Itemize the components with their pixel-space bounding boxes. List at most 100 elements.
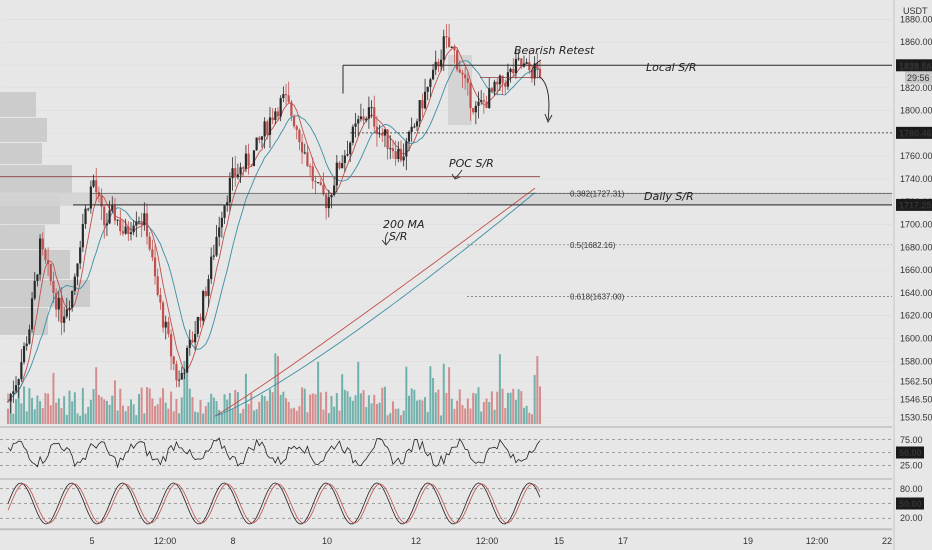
candle-body	[212, 255, 215, 257]
candle-body	[341, 162, 344, 169]
candle-body	[135, 221, 138, 226]
candle-body	[306, 152, 309, 167]
volume-bar	[124, 411, 127, 424]
candle-body	[129, 232, 133, 235]
volume-bar	[365, 407, 368, 424]
candle-body	[231, 168, 234, 179]
candle-body	[439, 59, 443, 67]
time-tick-label: 22	[882, 536, 892, 546]
volume-bar	[236, 392, 239, 424]
candle-body	[258, 137, 261, 140]
price-tick-label: 1546.50	[900, 394, 932, 404]
candle-body	[207, 279, 210, 296]
volume-bar	[432, 377, 435, 424]
volume-bar	[172, 411, 175, 424]
candle-body	[287, 95, 290, 102]
volume-bar	[28, 388, 31, 424]
volume-bar	[504, 408, 507, 424]
candle-body	[528, 62, 531, 71]
candle-body	[365, 118, 368, 121]
volume-bar	[268, 389, 271, 424]
volume-bar	[194, 411, 197, 424]
volume-bar	[111, 395, 114, 424]
volume-bar	[362, 390, 365, 424]
volume-bar	[461, 404, 464, 424]
volume-bar	[410, 388, 413, 424]
daily-sr-zone	[0, 192, 892, 206]
volume-bar	[164, 402, 167, 424]
candle-body	[127, 226, 130, 235]
candle-body	[244, 153, 248, 169]
candle-body	[472, 108, 475, 113]
candle-body	[81, 223, 84, 248]
volume-bar	[258, 401, 261, 424]
volume-bar	[57, 398, 60, 424]
volume-bar	[39, 401, 42, 424]
candle-body	[450, 47, 453, 49]
volume-bar	[493, 409, 496, 424]
volume-bar	[178, 413, 181, 424]
volume-bar	[357, 361, 360, 424]
volume-profile-bar	[0, 143, 42, 164]
volume-bar	[530, 414, 533, 424]
candle-body	[89, 186, 92, 209]
candle-body	[204, 291, 207, 296]
zones	[0, 176, 892, 206]
price-tick-label: 1860.00	[900, 37, 932, 47]
volume-bar	[309, 394, 312, 424]
volume-bar	[306, 412, 309, 424]
volume-bar	[402, 410, 405, 424]
volume-bar	[386, 415, 389, 424]
level-price-label: 1780.46	[899, 128, 932, 138]
candle-body	[12, 391, 15, 394]
annotations: Bearish Retest Local S/R POC S/R Daily S/R 2…	[381, 44, 697, 246]
candle-body	[458, 69, 461, 73]
time-axis[interactable]: 5 12:00 8 10 12 12:00 15 17 19 12:00 22	[0, 529, 892, 546]
stoch-rsi-panel	[0, 478, 892, 530]
candle-body	[389, 148, 392, 150]
candle-body	[335, 162, 338, 186]
candle-body	[252, 150, 256, 167]
candle-body	[180, 373, 183, 380]
price-tick-label: 1640.00	[900, 288, 932, 298]
volume-bar	[480, 411, 483, 424]
volume-bar	[266, 400, 269, 424]
candle-body	[490, 88, 493, 92]
candle-body	[191, 339, 194, 343]
bearish-projection-arrow	[538, 75, 553, 124]
volume-bars	[7, 353, 541, 424]
volume-profile-bar	[0, 308, 48, 335]
price-tick-label: 1620.00	[900, 311, 932, 321]
candle-body	[183, 372, 186, 374]
volume-bar	[92, 389, 95, 424]
volume-bar	[282, 391, 285, 424]
local-sr-label: Local S/R	[646, 61, 697, 74]
daily-sr-label: Daily S/R	[644, 190, 694, 203]
volume-bar	[373, 394, 376, 424]
time-tick-label: 8	[230, 536, 235, 546]
volume-bar	[218, 409, 221, 424]
price-axis[interactable]: 1880.001860.001840.001820.001800.001780.…	[893, 0, 932, 550]
volume-bar	[84, 413, 87, 424]
candle-body	[268, 117, 272, 135]
candle-body	[397, 148, 400, 159]
candle-body	[116, 219, 119, 221]
volume-bar	[162, 388, 165, 424]
volume-bar	[20, 403, 23, 424]
candle-body	[87, 208, 90, 210]
rsi-value-label: 50.00	[899, 448, 922, 458]
poc-sr-label: POC S/R	[449, 157, 494, 170]
candle-body	[359, 116, 362, 120]
candle-body	[65, 309, 68, 317]
candle-body	[538, 68, 542, 76]
candle-body	[218, 227, 221, 237]
volume-bar	[330, 395, 333, 424]
price-tick-label: 1562.50	[900, 376, 932, 386]
volume-bar	[426, 411, 429, 424]
ma200-label: 200 MA	[383, 218, 425, 231]
candle-body	[263, 121, 266, 137]
volume-bar	[31, 397, 34, 424]
volume-bar	[317, 361, 320, 424]
candle-body	[525, 62, 528, 64]
